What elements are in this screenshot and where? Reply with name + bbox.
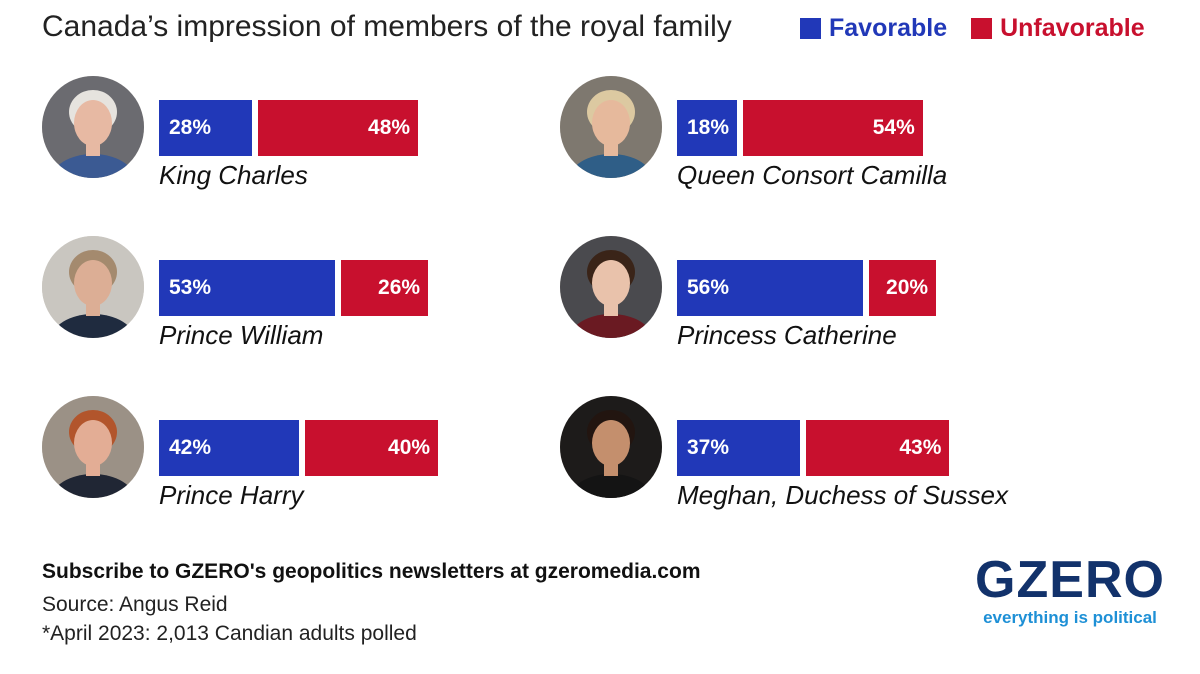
person-name: Meghan, Duchess of Sussex [677,480,1008,510]
bar-unfavorable: 40% [304,420,439,476]
person-name: Prince William [159,320,324,350]
bar-favorable: 56% [677,260,864,316]
prince-harry-portrait-icon [42,396,144,498]
king-charles-portrait-icon [42,76,144,178]
legend-favorable: Favorable [800,14,947,43]
person-row: 53% 26% Prince William [42,236,562,350]
gzero-logo: GZERO everything is political [975,552,1165,628]
legend-unfavorable-swatch [971,17,993,39]
meghan-portrait-icon [560,396,662,498]
bar-unfavorable: 26% [341,260,429,316]
footnote-text: *April 2023: 2,013 Candian adults polled [42,622,417,645]
person-row: 37% 43% Meghan, Duchess of Sussex [560,396,1080,510]
bar-favorable: 53% [159,260,336,316]
person-name: Queen Consort Camilla [677,160,948,190]
bar-favorable: 18% [677,100,737,156]
person-row: 56% 20% Princess Catherine [560,236,1080,350]
queen-camilla-portrait-icon [560,76,662,178]
bar-unfavorable: 43% [806,420,950,476]
person-name: Prince Harry [159,480,304,510]
princess-catherine-portrait-icon [560,236,662,338]
legend-unfavorable: Unfavorable [971,13,1145,43]
legend-favorable-swatch [800,17,821,39]
legend-favorable-label: Favorable [829,13,948,42]
logo-tagline: everything is political [983,608,1157,627]
bar-unfavorable: 54% [742,100,923,156]
bar-favorable: 42% [159,420,299,476]
person-name: King Charles [159,160,308,190]
bar-unfavorable: 48% [258,100,419,156]
bar-favorable: 28% [159,100,253,156]
legend-unfavorable-label: Unfavorable [1000,13,1145,42]
bar-unfavorable: 20% [869,260,937,316]
chart-legend: Favorable Unfavorable [800,10,1145,46]
subscribe-text: Subscribe to GZERO's geopolitics newslet… [42,560,701,583]
prince-william-portrait-icon [42,236,144,338]
bar-favorable: 37% [677,420,801,476]
person-name: Princess Catherine [677,320,897,350]
person-row: 18% 54% Queen Consort Camilla [560,76,1080,190]
person-row: 42% 40% Prince Harry [42,396,562,510]
person-row: 28% 48% King Charles [42,76,562,190]
source-text: Source: Angus Reid [42,593,228,616]
chart-title: Canada’s impression of members of the ro… [42,10,732,43]
logo-wordmark: GZERO [975,551,1165,609]
